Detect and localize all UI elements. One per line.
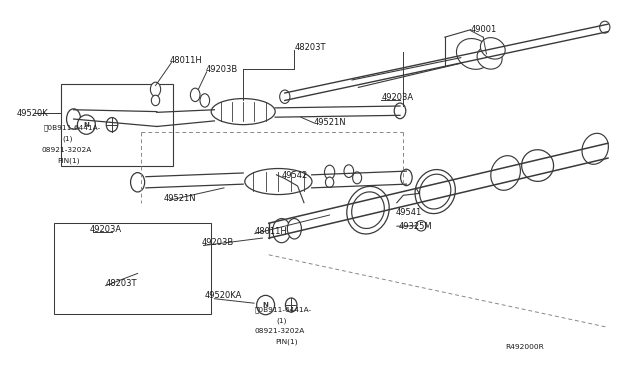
Ellipse shape: [325, 177, 334, 187]
Text: 49203B: 49203B: [202, 238, 234, 247]
Text: ⓝ0B911-6441A-: ⓝ0B911-6441A-: [44, 124, 100, 131]
Ellipse shape: [522, 150, 554, 182]
Text: (1): (1): [276, 317, 287, 324]
Text: 48203T: 48203T: [294, 43, 326, 52]
Bar: [54, 223, 211, 314]
Ellipse shape: [481, 38, 505, 59]
Text: R492000R: R492000R: [506, 344, 545, 350]
Ellipse shape: [324, 165, 335, 179]
Text: 48011H: 48011H: [170, 56, 202, 65]
Text: 08921-3202A: 08921-3202A: [42, 147, 92, 153]
Text: 49001: 49001: [470, 25, 497, 33]
Text: 49520KA: 49520KA: [205, 291, 242, 300]
Ellipse shape: [77, 115, 95, 134]
Text: ⓝ0B911-6441A-: ⓝ0B911-6441A-: [255, 306, 312, 313]
Text: 48203T: 48203T: [106, 279, 137, 288]
Ellipse shape: [420, 174, 451, 209]
Text: 49325M: 49325M: [399, 222, 433, 231]
Ellipse shape: [353, 172, 362, 184]
Text: PIN(1): PIN(1): [58, 157, 80, 164]
Ellipse shape: [131, 173, 145, 192]
Ellipse shape: [416, 221, 426, 231]
Text: N: N: [262, 302, 269, 308]
Text: 08921-3202A: 08921-3202A: [255, 328, 305, 334]
Ellipse shape: [285, 298, 297, 312]
Ellipse shape: [287, 219, 301, 239]
Ellipse shape: [344, 165, 353, 177]
Ellipse shape: [106, 118, 118, 132]
Text: 49203A: 49203A: [381, 93, 413, 102]
Ellipse shape: [151, 95, 159, 106]
Ellipse shape: [244, 169, 312, 195]
Ellipse shape: [600, 21, 610, 33]
Ellipse shape: [257, 295, 275, 315]
Ellipse shape: [347, 186, 389, 234]
Bar: [61, 84, 173, 166]
Text: 49542: 49542: [282, 171, 308, 180]
Text: 49520K: 49520K: [17, 109, 49, 118]
Ellipse shape: [280, 90, 290, 103]
Text: 49203A: 49203A: [90, 225, 122, 234]
Text: 49521N: 49521N: [163, 194, 196, 203]
Ellipse shape: [273, 219, 291, 243]
Ellipse shape: [491, 155, 520, 190]
Ellipse shape: [211, 99, 275, 125]
Text: (1): (1): [63, 135, 73, 142]
Ellipse shape: [200, 94, 210, 107]
Ellipse shape: [351, 192, 385, 228]
Ellipse shape: [582, 133, 609, 164]
Text: 49203B: 49203B: [206, 65, 238, 74]
Text: 49541: 49541: [396, 208, 422, 217]
Text: PIN(1): PIN(1): [275, 338, 298, 345]
Ellipse shape: [456, 39, 491, 69]
Ellipse shape: [477, 46, 502, 69]
Ellipse shape: [191, 88, 200, 102]
Ellipse shape: [394, 103, 406, 119]
Ellipse shape: [401, 169, 412, 186]
Ellipse shape: [415, 170, 455, 214]
Ellipse shape: [150, 82, 161, 96]
Ellipse shape: [67, 109, 81, 129]
Text: N: N: [83, 122, 90, 128]
Text: 49521N: 49521N: [314, 118, 346, 126]
Text: 48011H: 48011H: [255, 227, 287, 236]
